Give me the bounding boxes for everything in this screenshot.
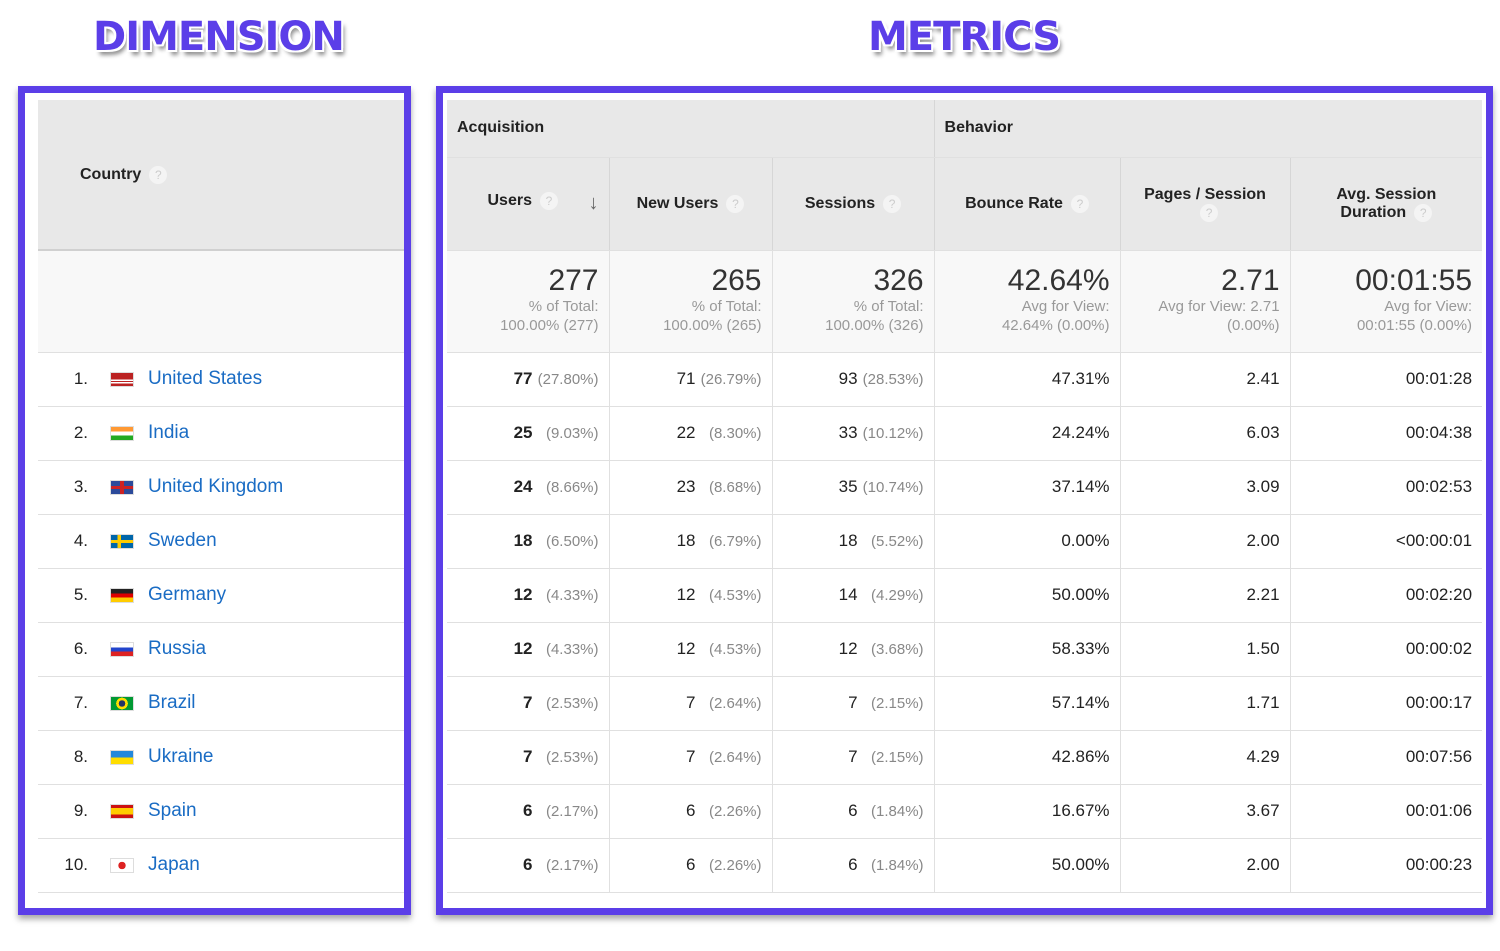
total-1: 265% of Total: 100.00% (265) [608,250,772,353]
table-row: 77 (27.80%) 71 (26.79%) 93 (28.53%) 47.31% 2… [447,352,1483,407]
metrics-table: Acquisition Behavior Users? ↓ New Users? Ses… [447,100,1483,893]
country-link[interactable]: Germany [148,584,227,605]
metrics-highlight-box [436,86,1493,915]
metrics-label: METRICS [868,14,1061,60]
help-icon[interactable]: ? [149,165,168,184]
table-row: 18 (6.50%) 18 (6.79%) 18 (5.52%) 0.00% 2.00 <… [447,514,1483,569]
column-header-new-users[interactable]: New Users? [608,156,772,251]
column-header-bounce-rate[interactable]: Bounce Rate? [933,156,1121,251]
flag-se-icon [110,534,134,550]
rank: 4. [73,531,88,550]
column-header-avg-session-duration[interactable]: Avg. Session Duration? [1289,156,1483,251]
table-row: 12 (4.33%) 12 (4.53%) 12 (3.68%) 58.33% 1.50… [447,622,1483,677]
country-link[interactable]: United Kingdom [148,476,284,497]
country-link[interactable]: India [148,422,190,443]
table-row: 6 (2.17%) 6 (2.26%) 6 (1.84%) 50.00% 2.00 00:… [447,838,1483,893]
country-link[interactable]: Ukraine [148,746,214,767]
dimension-highlight-box [18,86,411,915]
rank: 9. [73,801,88,820]
table-row: 3. United Kingdom [38,460,404,515]
table-row: 1. United States [38,352,404,407]
flag-de-icon [110,588,134,604]
column-header-pages-session[interactable]: Pages / Session? [1119,156,1291,251]
flag-br-icon [110,696,134,712]
totals-spacer [38,250,404,353]
rank: 3. [73,477,88,496]
country-link[interactable]: Japan [148,854,200,875]
table-row: 10. Japan [38,838,404,893]
flag-gb-icon [110,480,134,496]
table-row: 7. Brazil [38,676,404,731]
flag-ru-icon [110,642,134,658]
table-row: 7 (2.53%) 7 (2.64%) 7 (2.15%) 42.86% 4.29 00:… [447,730,1483,785]
table-row: 8. Ukraine [38,730,404,785]
flag-in-icon [110,426,134,442]
rank: 7. [73,693,88,712]
country-header[interactable]: Country? [38,100,404,251]
country-link[interactable]: United States [148,368,263,389]
flag-ua-icon [110,750,134,766]
table-row: 7 (2.53%) 7 (2.64%) 7 (2.15%) 57.14% 1.71 00:… [447,676,1483,731]
help-icon[interactable]: ? [883,194,902,213]
total-0: 277% of Total: 100.00% (277) [447,250,609,353]
total-3: 42.64% Avg for View: 42.64% (0.00%) [933,250,1121,353]
help-icon[interactable]: ? [726,194,745,213]
table-row: 6 (2.17%) 6 (2.26%) 6 (1.84%) 16.67% 3.67 00:… [447,784,1483,839]
total-2: 326% of Total: 100.00% (326) [771,250,935,353]
flag-jp-icon [110,858,134,874]
country-link[interactable]: Spain [148,800,197,821]
group-acquisition: Acquisition [447,100,935,158]
table-row: 2. India [38,406,404,461]
country-link[interactable]: Sweden [148,530,217,551]
country-link[interactable]: Russia [148,638,207,659]
column-header-sessions[interactable]: Sessions? [771,156,935,251]
total-4: 2.71 Avg for View: 2.71 (0.00%) [1119,250,1291,353]
group-behavior: Behavior [933,100,1483,158]
column-header-users[interactable]: Users? ↓ [447,156,609,251]
rank: 5. [73,585,88,604]
help-icon[interactable]: ? [539,192,558,210]
table-row: 4. Sweden [38,514,404,569]
rank: 6. [73,639,88,658]
help-icon[interactable]: ? [1414,203,1433,222]
dimension-label: DIMENSION [93,14,345,60]
rank: 10. [64,855,88,874]
flag-us-icon [110,372,134,388]
rank: 1. [73,369,88,388]
help-icon[interactable]: ? [1070,194,1089,213]
table-row: 12 (4.33%) 12 (4.53%) 14 (4.29%) 50.00% 2.21… [447,568,1483,623]
rank: 8. [73,747,88,766]
total-5: 00:01:55 Avg for View: 00:01:55 (0.00%) [1289,250,1483,353]
country-link[interactable]: Brazil [148,692,196,713]
table-row: 24 (8.66%) 23 (8.68%) 35 (10.74%) 37.14% 3.0… [447,460,1483,515]
table-row: 25 (9.03%) 22 (8.30%) 33 (10.12%) 24.24% 6.0… [447,406,1483,461]
table-row: 9. Spain [38,784,404,839]
dimension-table: Country? 1. United States 2. India 3. United … [38,100,404,893]
sort-arrow-icon[interactable]: ↓ [588,192,599,214]
table-row: 6. Russia [38,622,404,677]
rank: 2. [73,423,88,442]
help-icon[interactable]: ? [1200,203,1219,222]
flag-es-icon [110,804,134,820]
table-row: 5. Germany [38,568,404,623]
